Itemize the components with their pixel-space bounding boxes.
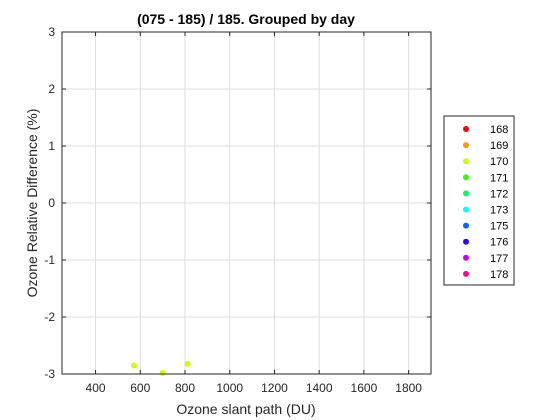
legend-label-168: 168	[490, 124, 508, 136]
legend-marker-172	[463, 190, 469, 197]
legend-label-178: 178	[490, 269, 508, 281]
y-tick-label: -1	[44, 253, 55, 267]
y-axis-label: Ozone Relative Difference (%)	[24, 109, 40, 298]
axis-ticks: 400 600 800 1000 1200 1400 1600 1800 -3 -2 -1 0 1 2 3	[44, 25, 431, 395]
x-tick-label: 600	[130, 381, 150, 395]
legend-box	[443, 115, 515, 286]
legend-marker-173	[463, 206, 469, 213]
x-tick-label: 1600	[351, 381, 378, 395]
x-tick-label: 1400	[306, 381, 333, 395]
legend: 168 169 170 171 172 173 175 176 177 178	[443, 115, 515, 286]
legend-marker-168	[463, 126, 469, 132]
legend-label-176: 176	[490, 237, 508, 249]
x-tick-label: 1800	[395, 381, 422, 395]
y-tick-label: 3	[48, 25, 55, 39]
legend-marker-169	[463, 142, 469, 149]
x-axis-label: Ozone slant path (DU)	[176, 401, 315, 417]
legend-label-170: 170	[490, 156, 508, 168]
data-point-170	[159, 369, 166, 376]
legend-marker-175	[463, 222, 469, 229]
legend-label-169: 169	[490, 140, 508, 152]
legend-label-175: 175	[490, 221, 508, 233]
y-tick-label: -3	[44, 367, 55, 381]
chart-title: (075 - 185) / 185. Grouped by day	[137, 11, 355, 27]
legend-label-172: 172	[490, 188, 508, 200]
legend-marker-171	[463, 174, 469, 181]
legend-label-173: 173	[490, 205, 508, 217]
y-tick-label: -2	[44, 310, 55, 324]
data-point-170	[131, 362, 138, 369]
y-tick-label: 1	[48, 139, 55, 153]
legend-marker-178	[463, 270, 469, 277]
x-tick-label: 1000	[216, 381, 243, 395]
legend-marker-170	[463, 158, 469, 165]
y-tick-label: 2	[48, 82, 55, 96]
x-tick-label: 1200	[261, 381, 288, 395]
legend-marker-176	[463, 238, 469, 245]
legend-marker-177	[463, 254, 469, 261]
data-point-170	[184, 360, 191, 367]
y-tick-label: 0	[48, 196, 55, 210]
legend-label-177: 177	[490, 253, 508, 265]
legend-label-171: 171	[490, 172, 508, 184]
x-tick-label: 800	[175, 381, 195, 395]
plot-frame	[61, 31, 432, 375]
x-tick-label: 400	[86, 381, 106, 395]
